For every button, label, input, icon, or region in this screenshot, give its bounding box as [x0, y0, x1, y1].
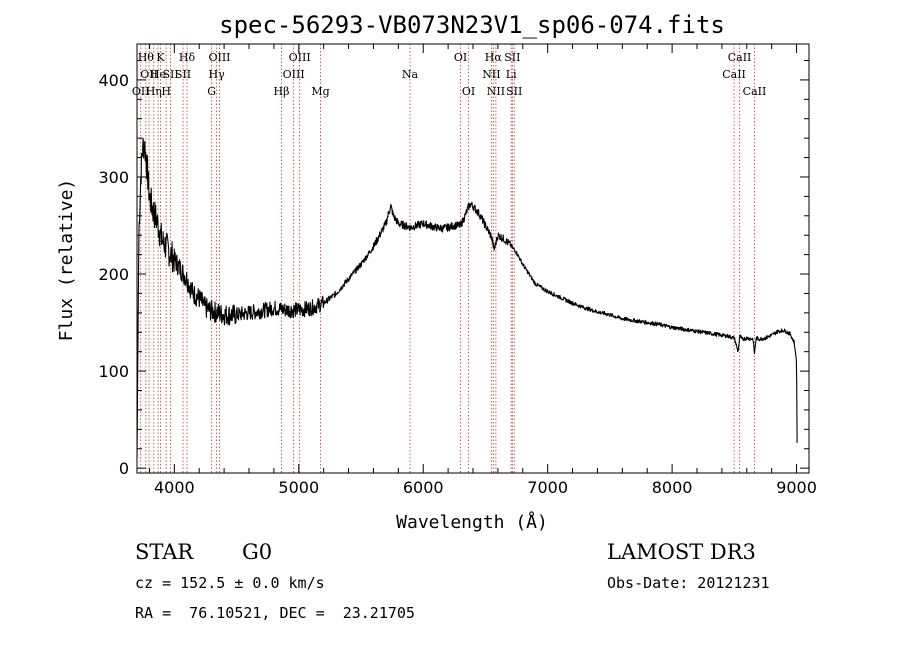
y-tick-label: 100 [98, 362, 129, 381]
chart-title: spec-56293-VB073N23V1_sp06-074.fits [219, 11, 725, 39]
y-tick-label: 0 [119, 459, 129, 478]
spectral-line-label: Hδ [179, 51, 196, 64]
spectral-line-label: SII [504, 51, 520, 64]
y-tick-label: 200 [98, 265, 129, 284]
spectral-line-label: OI [462, 85, 475, 98]
spectral-line-label: OIII [289, 51, 311, 64]
spectral-line-label: Hθ [138, 51, 155, 64]
x-tick-label: 6000 [403, 478, 444, 497]
coordinates: RA = 76.10521, DEC = 23.21705 [135, 604, 415, 622]
x-tick-label: 4000 [154, 478, 195, 497]
redshift-cz: cz = 152.5 ± 0.0 km/s [135, 574, 325, 592]
plot-frame [136, 43, 810, 474]
spectral-line-label: Hα [485, 51, 503, 64]
spectral-line-label: CaII [728, 51, 752, 64]
y-tick-label: 300 [98, 168, 129, 187]
spectral-line-label: SII [506, 85, 522, 98]
x-axis-label: Wavelength (Å) [396, 511, 548, 533]
y-axis-ticks: 0 100 200 300 400 [98, 60, 809, 478]
spectral-line-label: SII [175, 68, 191, 81]
spectral-line-label: NII [482, 68, 500, 81]
spectral-line-label: Hγ [209, 68, 226, 81]
y-tick-label: 400 [98, 71, 129, 90]
spectral-line-label: OII [132, 85, 150, 98]
spectral-line-label: NII [487, 85, 505, 98]
spectral-line-label: Li [506, 68, 517, 81]
x-tick-label: 9000 [776, 478, 817, 497]
spectral-line-label: G [207, 85, 216, 98]
spectral-line-label: OIII [283, 68, 305, 81]
object-class: STAR [135, 540, 194, 564]
survey-name: LAMOST DR3 [607, 540, 756, 564]
observation-date: Obs-Date: 20121231 [607, 574, 770, 592]
spectral-line-label: OII [140, 68, 158, 81]
spectral-line-markers [140, 44, 755, 473]
spectral-line-label: Mg [311, 85, 329, 98]
spectral-line-label: H [161, 85, 171, 98]
spectral-line-label: CaII [743, 85, 767, 98]
spectral-line-label: OIII [208, 51, 230, 64]
spectral-line-labels: OIIHθOIIHηHeKHSIISIIHδGHγOIIIHβOIIIOIIIM… [132, 51, 766, 98]
spectral-line-label: Hβ [274, 85, 290, 98]
spectral-line-label: He [150, 68, 166, 81]
object-subclass: G0 [242, 540, 273, 564]
spectral-line-label: K [156, 51, 165, 64]
spectrum-line [136, 137, 798, 459]
spectral-line-label: CaII [722, 68, 746, 81]
spectral-line-label: Na [402, 68, 419, 81]
spectral-line-label: OI [454, 51, 467, 64]
spectral-line-label: Hη [146, 85, 162, 98]
spectral-line-label: SII [162, 68, 178, 81]
x-tick-label: 5000 [278, 478, 319, 497]
x-tick-label: 8000 [652, 478, 693, 497]
y-axis-label: Flux (relative) [56, 179, 77, 342]
x-axis-ticks: 4000 5000 6000 7000 8000 9000 [148, 44, 817, 497]
x-tick-label: 7000 [527, 478, 568, 497]
